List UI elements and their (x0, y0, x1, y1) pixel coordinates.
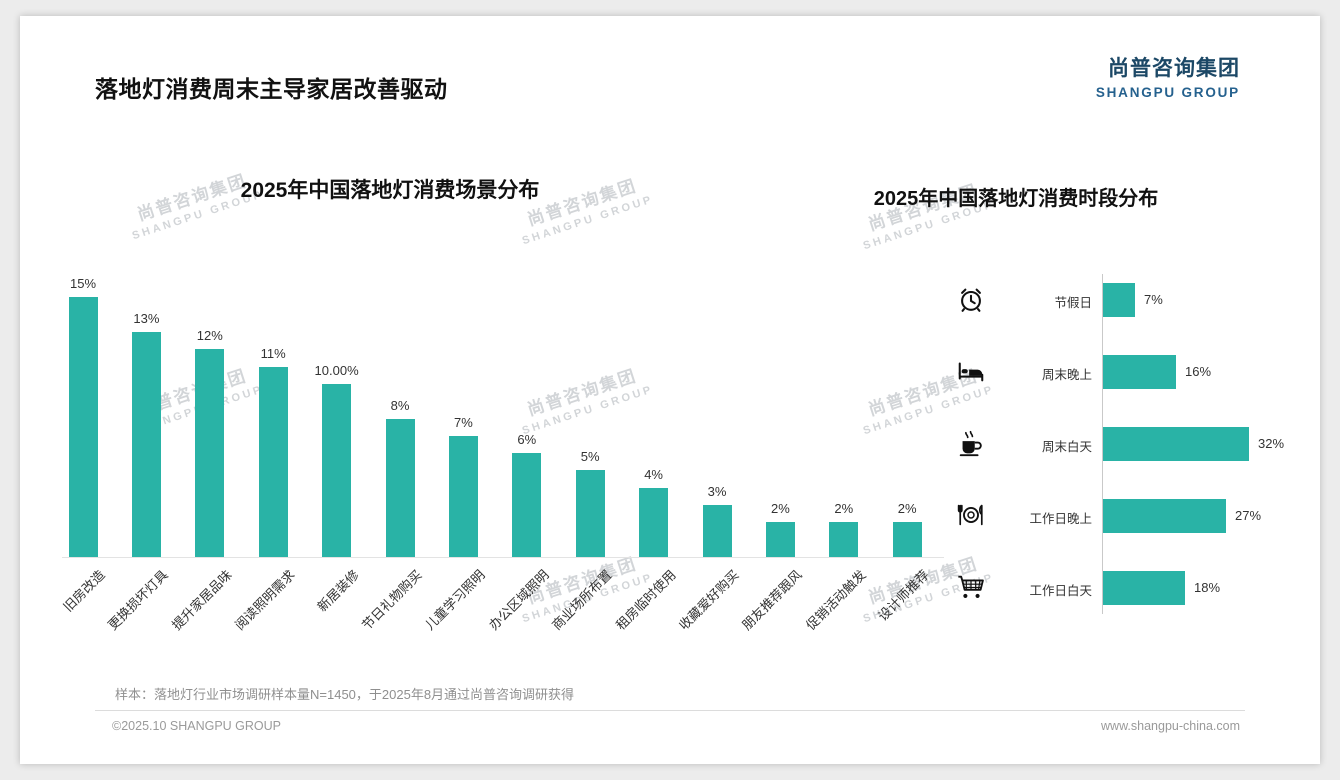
bar-value-label: 7% (453, 415, 473, 430)
bar-value-label: 27% (1235, 508, 1262, 523)
bar (829, 522, 859, 557)
category-label: 工作日白天 (1029, 584, 1092, 598)
coffee-cup-icon (956, 428, 988, 460)
bar-value-label: 8% (390, 398, 410, 413)
bar-value-label: 15% (69, 276, 97, 291)
bar-value-label: 7% (1144, 292, 1163, 307)
alarm-clock-icon (956, 284, 988, 316)
bar-value-label: 3% (707, 484, 727, 499)
bar-value-label: 13% (133, 311, 160, 326)
bar (1103, 355, 1176, 389)
bar (448, 436, 478, 557)
slide-background (20, 16, 1320, 764)
bar-value-label: 11% (260, 346, 286, 361)
consumption-scenario-chart: 15% 旧房改造 13% 更换损坏灯具 12% 提升家居品味 11% 阅读照明需求 10.00%… (60, 268, 962, 633)
logo-english-text: SHANGPU GROUP (1095, 85, 1240, 100)
bar-value-label: 4% (644, 467, 663, 482)
bar (385, 419, 415, 557)
left-chart-title: 2025年中国落地灯消费场景分布 (240, 179, 540, 202)
bar-value-label: 6% (517, 432, 537, 447)
right-chart-title: 2025年中国落地灯消费时段分布 (873, 188, 1159, 210)
category-label: 周末晚上 (1041, 368, 1092, 382)
footer-divider (95, 710, 1245, 711)
bar (195, 349, 225, 557)
bar-value-label: 18% (1194, 580, 1221, 595)
consumption-time-chart: 节假日 7% 周末晚上 16% 周末白天 32% 工作日晚上 27% 工作日白天 18% (950, 266, 1330, 626)
logo-chinese-text: 尚普咨询集团 (1108, 57, 1240, 80)
bar-value-label: 2% (897, 501, 917, 516)
bar-value-label: 2% (770, 501, 790, 516)
shopping-cart-icon (956, 572, 988, 604)
bed-icon (956, 356, 988, 388)
bar (1103, 571, 1185, 605)
copyright-text: ©2025.10 SHANGPU GROUP (112, 719, 281, 733)
x-axis-baseline (62, 557, 944, 558)
bar-value-label: 5% (580, 449, 600, 464)
company-logo: 尚普咨询集团 SHANGPU GROUP (1096, 52, 1240, 100)
bar (892, 522, 922, 557)
bar (512, 453, 542, 557)
bar (322, 384, 352, 557)
y-axis-line (1102, 274, 1103, 614)
category-label: 工作日晚上 (1029, 512, 1092, 526)
website-url: www.shangpu-china.com (1101, 719, 1240, 733)
bar (131, 332, 161, 557)
bar-value-label: 32% (1258, 436, 1285, 451)
category-label: 节假日 (1054, 296, 1092, 310)
bar (1103, 499, 1226, 533)
bar (575, 470, 605, 557)
bar (639, 488, 669, 557)
bar (702, 505, 732, 557)
bar (68, 297, 98, 557)
bar-value-label: 12% (196, 328, 223, 343)
bar (765, 522, 795, 557)
bar-value-label: 2% (834, 501, 854, 516)
bar-value-label: 16% (1185, 364, 1212, 379)
dining-icon (956, 500, 988, 532)
bar (1103, 283, 1135, 317)
page-title: 落地灯消费周末主导家居改善驱动 (95, 76, 448, 102)
bar-value-label: 10.00% (314, 363, 359, 378)
bar (258, 367, 288, 557)
sample-note: 样本：落地灯行业市场调研样本量N=1450，于2025年8月通过尚普咨询调研获得 (115, 687, 575, 702)
bar (1103, 427, 1249, 461)
category-label: 周末白天 (1041, 440, 1092, 454)
